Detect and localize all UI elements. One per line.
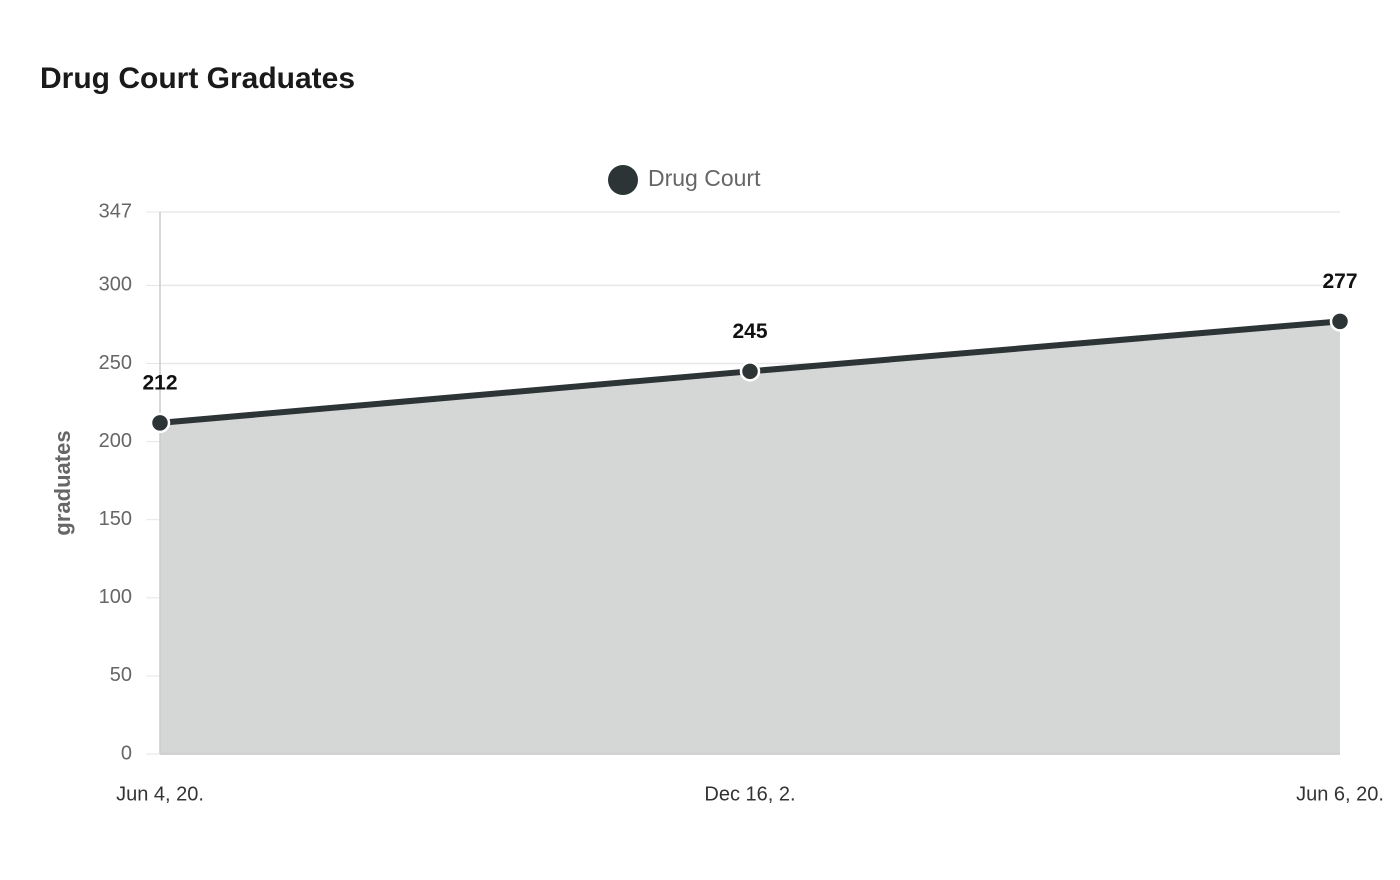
data-label: 277 [1322, 270, 1357, 293]
x-tick-label: Dec 16, 2. [704, 783, 795, 805]
y-tick-label: 150 [99, 508, 132, 530]
chart-title: Drug Court Graduates [40, 62, 355, 95]
x-tick-label: Jun 6, 20. [1296, 783, 1384, 805]
area [160, 321, 1340, 754]
data-label: 212 [142, 371, 177, 394]
y-tick-label: 347 [99, 200, 132, 222]
point [739, 361, 761, 382]
legend-marker [608, 165, 638, 195]
y-tick-label: 250 [99, 352, 132, 374]
y-tick-label: 100 [99, 586, 132, 608]
y-axis-label: graduates [50, 430, 75, 535]
data-label: 245 [732, 320, 767, 343]
y-tick-label: 300 [99, 274, 132, 296]
point [149, 412, 171, 434]
y-tick-label: 50 [110, 664, 132, 686]
x-tick-label: Jun 4, 20. [116, 783, 204, 805]
y-tick-label: 200 [99, 430, 132, 452]
point [1329, 311, 1351, 332]
legend-label: Drug Court [648, 165, 761, 191]
y-tick-label: 0 [121, 742, 132, 764]
